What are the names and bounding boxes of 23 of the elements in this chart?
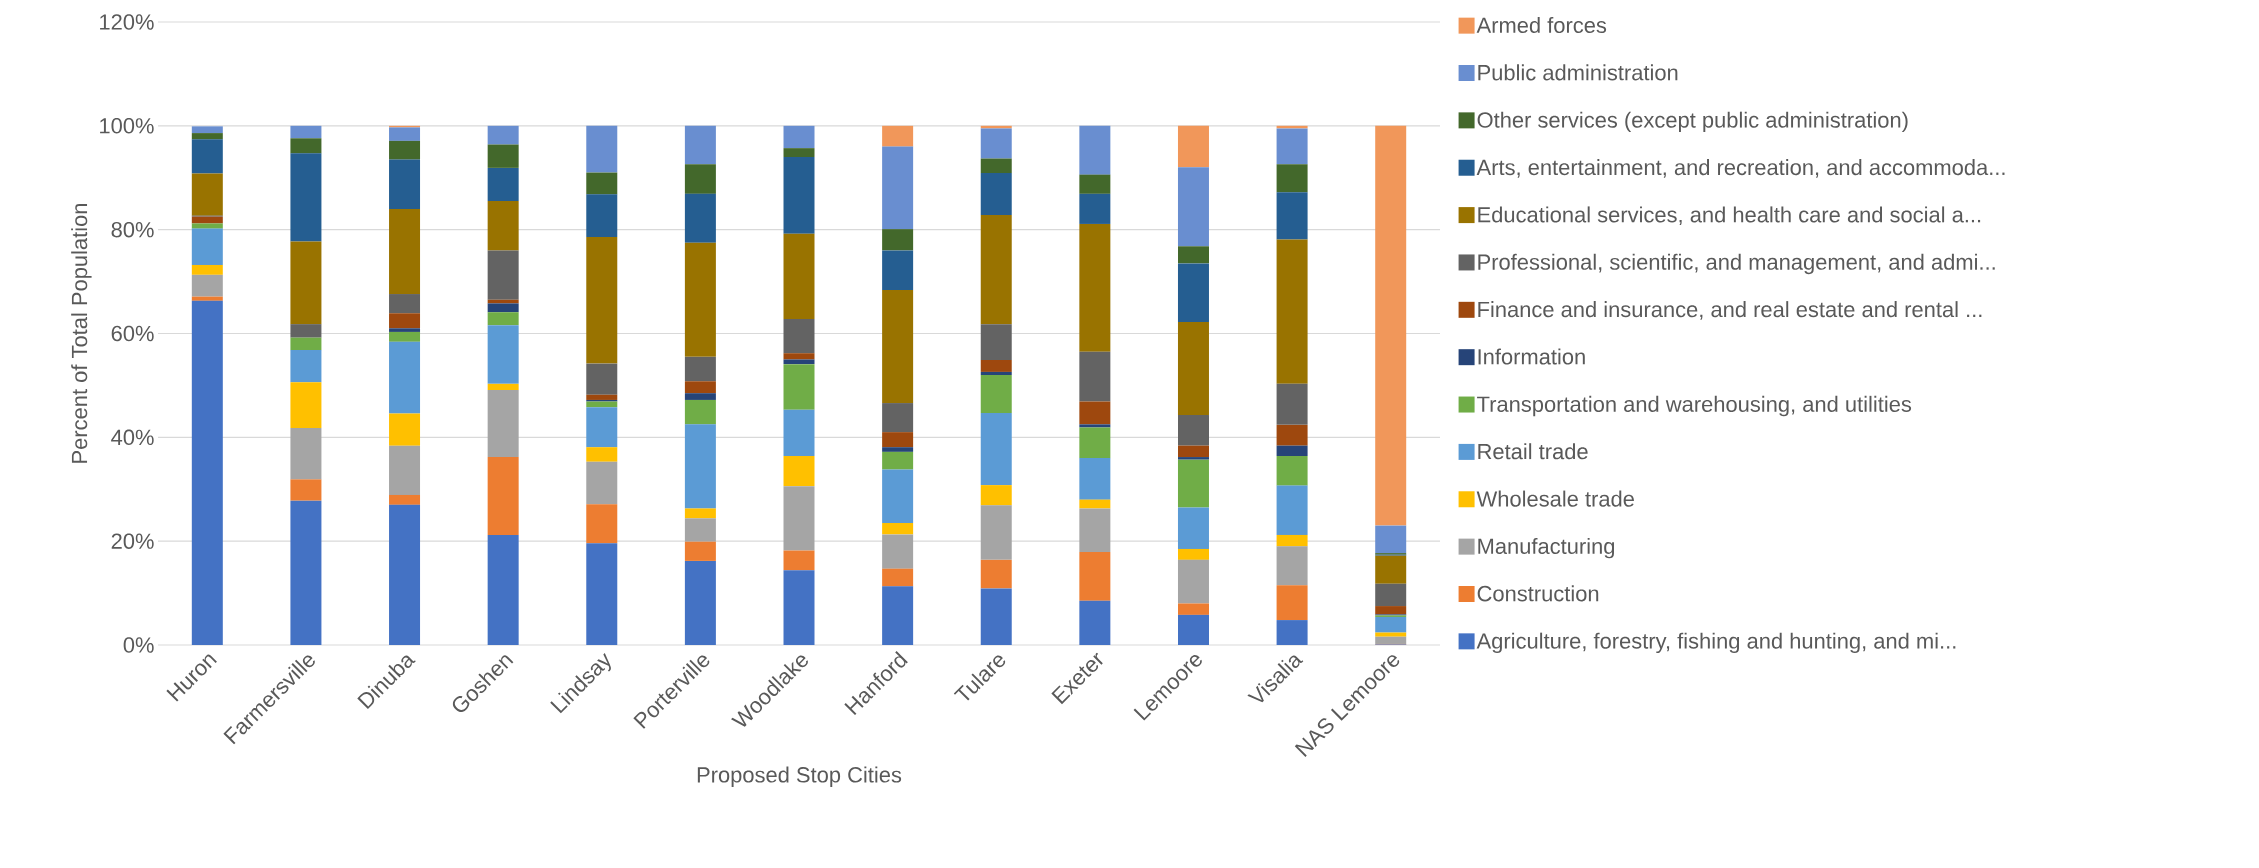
legend-label: Public administration [1478,64,1678,81]
legend-label: Wholesale trade [1476,490,1634,507]
legend-label: Armed forces [1476,16,1607,34]
legend-label: Information [1478,348,1585,365]
legend-label: Arts, entertainment, and recreation, and accommoda... [1476,159,2005,178]
legend-label: Professional, scientific, and management, and admi... [1478,253,1995,275]
legend-label: Retail trade [1478,443,1588,460]
y-tick-label: 100% [100,118,154,134]
legend-label: Manufacturing [1478,537,1615,559]
y-tick-label: 20% [111,533,154,549]
legend-label: Construction [1477,585,1599,602]
legend-label: Other services (except public administration) [1477,111,1908,133]
legend-label: Finance and insurance, and real estate and rental ... [1478,301,1982,320]
y-tick-label: 120% [100,14,154,30]
legend-label: Transportation and warehousing, and utilities [1477,395,1912,417]
x-axis-title: Proposed Stop Cities [697,766,902,787]
y-tick-label: 0% [123,637,154,653]
legend-label: Educational services, and health care and social a... [1478,206,1981,226]
y-tick-label: 40% [111,429,154,446]
y-tick-label: 60% [111,325,154,342]
y-tick-label: 80% [111,221,154,238]
legend-label: Agriculture, forestry, fishing and hunting, and mi... [1476,632,1956,654]
y-axis-title: Percent of Total Population [71,203,92,463]
